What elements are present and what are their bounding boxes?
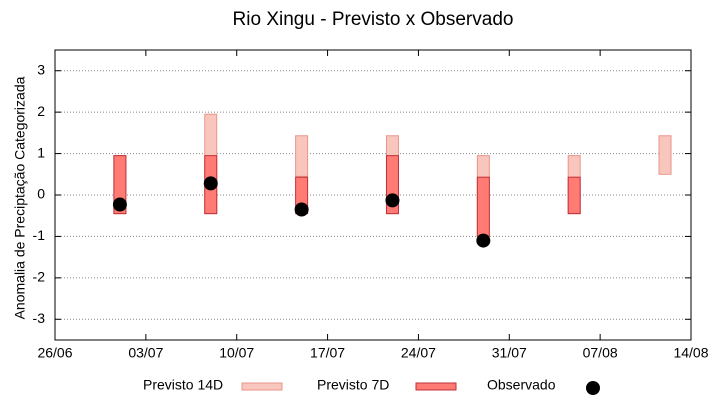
observed-point bbox=[294, 202, 309, 217]
range-bar bbox=[295, 135, 309, 177]
y-tick-label: 0 bbox=[37, 186, 45, 202]
x-tick-label: 26/06 bbox=[37, 345, 72, 361]
legend-label: Previsto 14D bbox=[143, 377, 223, 393]
plot-frame bbox=[54, 49, 692, 341]
legend-label: Previsto 7D bbox=[317, 377, 389, 393]
y-tick-label: 2 bbox=[37, 103, 45, 119]
legend-label: Observado bbox=[487, 377, 556, 393]
x-tick-label: 24/07 bbox=[401, 345, 436, 361]
y-tick-label: -2 bbox=[33, 269, 46, 285]
x-tick-label: 17/07 bbox=[310, 345, 345, 361]
y-tick-label: 1 bbox=[37, 144, 45, 160]
x-tick-label: 10/07 bbox=[219, 345, 254, 361]
y-tick-label: -3 bbox=[33, 310, 46, 326]
y-tick-label: -1 bbox=[33, 227, 46, 243]
x-tick-label: 14/08 bbox=[673, 345, 708, 361]
range-bar bbox=[658, 135, 672, 175]
chart-title: Rio Xingu - Previsto x Observado bbox=[233, 9, 514, 30]
x-tick-label: 31/07 bbox=[492, 345, 527, 361]
range-bar bbox=[476, 176, 490, 237]
legend-swatch bbox=[586, 381, 600, 395]
legend-swatch bbox=[241, 382, 283, 391]
y-axis-label: Anomalia de Preciptação Categorizada bbox=[12, 76, 28, 319]
x-tick-label: 03/07 bbox=[128, 345, 163, 361]
observed-point bbox=[112, 197, 127, 212]
range-bar bbox=[567, 176, 581, 215]
observed-point bbox=[476, 233, 491, 248]
legend-swatch bbox=[415, 382, 457, 391]
y-tick-label: 3 bbox=[37, 61, 45, 77]
observed-point bbox=[203, 176, 218, 191]
x-tick-label: 07/08 bbox=[583, 345, 618, 361]
observed-point bbox=[385, 193, 400, 208]
